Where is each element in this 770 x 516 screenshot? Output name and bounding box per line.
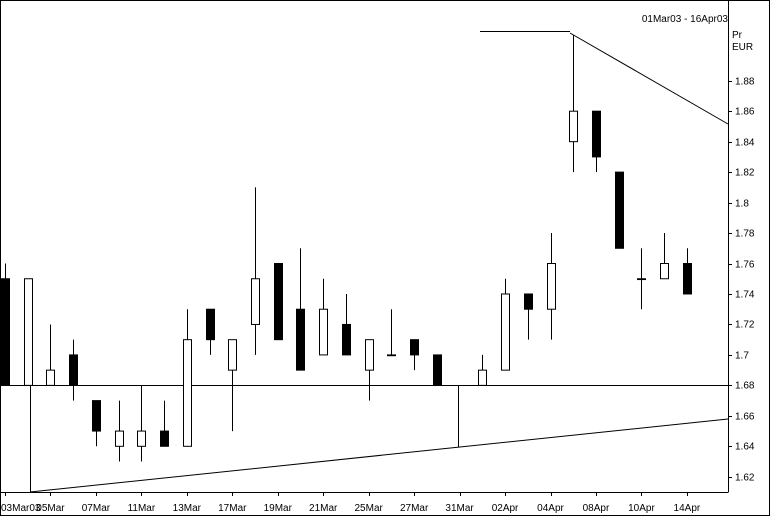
trend-line bbox=[569, 32, 729, 125]
x-tick-label: 31Mar bbox=[445, 503, 474, 514]
x-tick-label: 05Mar bbox=[36, 503, 65, 514]
candle-body bbox=[69, 354, 78, 386]
x-tick-label: 21Mar bbox=[309, 503, 338, 514]
x-tick-label: 03Mar03 bbox=[1, 503, 41, 514]
x-tick-label: 02Apr bbox=[492, 503, 519, 514]
y-tick-label: 1.68 bbox=[735, 381, 755, 392]
candle-body bbox=[228, 339, 237, 371]
y-axis-label: Pr bbox=[732, 30, 743, 41]
candle-body bbox=[342, 323, 351, 356]
candle-body bbox=[387, 354, 396, 357]
candle-body bbox=[319, 308, 328, 356]
y-tick-label: 1.8 bbox=[735, 199, 749, 210]
candle-body bbox=[615, 171, 624, 249]
candle-body bbox=[251, 278, 260, 325]
candle-body bbox=[160, 430, 169, 447]
y-tick-label: 1.78 bbox=[735, 229, 755, 240]
y-tick-label: 1.84 bbox=[735, 138, 755, 149]
chart-title: 01Mar03 - 16Apr03 bbox=[642, 14, 729, 25]
candle-body bbox=[296, 308, 305, 371]
candle-body bbox=[683, 263, 692, 295]
candle-body bbox=[592, 110, 601, 158]
drawing-tools bbox=[0, 31, 729, 493]
x-tick-label: 07Mar bbox=[82, 503, 111, 514]
y-tick-label: 1.7 bbox=[735, 351, 749, 362]
candle-body bbox=[501, 293, 510, 371]
candle-body bbox=[24, 278, 33, 386]
candle-body bbox=[660, 263, 669, 280]
candle-body bbox=[478, 369, 487, 386]
x-tick-label: 19Mar bbox=[264, 503, 293, 514]
x-tick-label: 14Apr bbox=[674, 503, 701, 514]
x-tick-label: 08Apr bbox=[583, 503, 610, 514]
candle-body bbox=[92, 400, 101, 432]
candle-body bbox=[137, 430, 146, 447]
x-tick-label: 13Mar bbox=[173, 503, 202, 514]
candle-body bbox=[183, 339, 192, 447]
x-tick-label: 10Apr bbox=[628, 503, 655, 514]
candle-body bbox=[524, 293, 533, 310]
x-tick-label: 17Mar bbox=[218, 503, 247, 514]
trend-line bbox=[29, 418, 729, 493]
candle-body bbox=[46, 369, 55, 386]
candle-body bbox=[433, 354, 442, 386]
y-tick-label: 1.82 bbox=[735, 168, 755, 179]
y-tick-label: 1.88 bbox=[735, 77, 755, 88]
x-tick-label: 27Mar bbox=[400, 503, 429, 514]
candle-body bbox=[365, 339, 374, 371]
x-tick-label: 04Apr bbox=[537, 503, 564, 514]
candle-body bbox=[569, 110, 578, 143]
y-tick-label: 1.86 bbox=[735, 107, 755, 118]
candle-body bbox=[206, 308, 215, 341]
x-tick-label: 25Mar bbox=[355, 503, 384, 514]
unit-label: EUR bbox=[732, 42, 753, 53]
y-tick-label: 1.72 bbox=[735, 320, 755, 331]
candle-body bbox=[637, 278, 646, 281]
candle-body bbox=[547, 263, 556, 310]
y-tick-label: 1.64 bbox=[735, 442, 755, 453]
candle-body bbox=[410, 339, 419, 356]
candle-body bbox=[115, 430, 124, 447]
candle-body bbox=[274, 263, 283, 341]
candle-body bbox=[1, 278, 10, 386]
y-tick-label: 1.74 bbox=[735, 290, 755, 301]
x-tick-label: 11Mar bbox=[128, 503, 156, 514]
y-tick-label: 1.62 bbox=[735, 473, 755, 484]
y-tick-label: 1.66 bbox=[735, 412, 755, 423]
y-tick-label: 1.76 bbox=[735, 260, 755, 271]
